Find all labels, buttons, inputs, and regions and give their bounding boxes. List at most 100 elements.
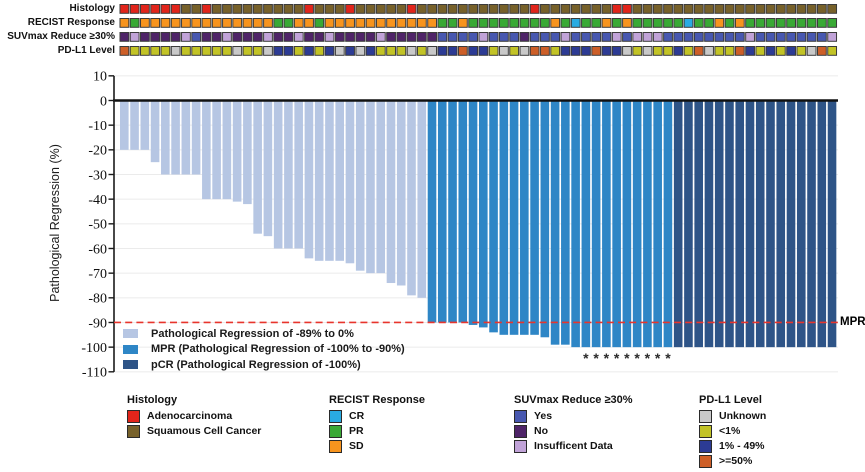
annotation-square — [499, 46, 509, 56]
legend-swatch-regression — [123, 329, 138, 339]
annotation-square — [488, 32, 499, 42]
annotation-square — [365, 46, 376, 56]
y-tick-label: -10 — [88, 119, 107, 134]
annotation-square — [775, 32, 786, 42]
legend-group-title: SUVmax Reduce ≥30% — [514, 394, 633, 406]
annotation-square — [160, 18, 171, 28]
annotation-square — [191, 46, 202, 56]
annotation-square — [519, 32, 530, 42]
annotation-square — [591, 32, 602, 42]
legend-item-label: SD — [349, 440, 364, 452]
annotation-square — [457, 46, 468, 56]
annotation-square — [499, 18, 509, 28]
legend-item: >=50% — [699, 454, 766, 468]
mpr-reference-label: MPR — [840, 315, 865, 328]
bar-patient-2 — [130, 100, 139, 150]
bar-patient-9 — [202, 100, 211, 200]
annotation-square — [232, 18, 243, 28]
bar-patient-61 — [735, 100, 745, 348]
bar-patient-1 — [120, 100, 129, 150]
annotation-square — [181, 18, 191, 28]
bar-patient-64 — [766, 100, 775, 348]
annotation-square — [252, 32, 263, 42]
bar-patient-69 — [817, 100, 827, 348]
annotation-square — [673, 18, 684, 28]
y-tick-label: -90 — [88, 316, 107, 331]
annotation-square — [119, 4, 130, 14]
annotation-square — [191, 32, 202, 42]
annotation-square — [334, 4, 345, 14]
annotation-square — [806, 46, 817, 56]
annotation-square — [591, 46, 602, 56]
annotation-square — [683, 46, 694, 56]
annotation-square — [693, 18, 704, 28]
legend-swatch — [514, 424, 527, 438]
annotation-square — [314, 4, 325, 14]
annotation-square — [304, 46, 314, 56]
annotation-square — [652, 32, 663, 42]
annotation-square — [386, 18, 396, 28]
annotation-square — [786, 4, 797, 14]
annotation-square — [375, 4, 386, 14]
legend-item: Insufficent Data — [514, 439, 633, 453]
bar-patient-45 — [571, 100, 580, 348]
annotation-square — [796, 4, 807, 14]
asterisk-marker: * — [634, 350, 640, 366]
annotation-square — [150, 18, 161, 28]
legend-item-label: PR — [349, 425, 364, 437]
annotation-square — [447, 18, 458, 28]
annotation-square — [570, 4, 581, 14]
annotation-square — [663, 32, 673, 42]
annotation-square — [314, 18, 325, 28]
annotation-square — [745, 46, 755, 56]
annotation-square — [570, 32, 581, 42]
annotation-square — [632, 46, 643, 56]
bar-patient-47 — [591, 100, 601, 348]
annotation-square — [765, 32, 776, 42]
annotation-square — [170, 18, 181, 28]
bar-patient-23 — [345, 100, 355, 264]
annotation-square — [386, 46, 396, 56]
bar-patient-22 — [335, 100, 344, 261]
annotation-square — [140, 18, 150, 28]
annotation-square — [437, 4, 448, 14]
bar-patient-17 — [284, 100, 293, 249]
annotation-square — [642, 4, 653, 14]
bar-patient-11 — [222, 100, 232, 200]
legend-group-2: RECIST Response CR PR SD — [329, 394, 425, 455]
legend-item: SD — [329, 439, 425, 453]
annotation-square — [263, 4, 273, 14]
bar-patient-50 — [622, 100, 632, 348]
annotation-square — [611, 4, 622, 14]
annotation-square — [796, 32, 807, 42]
annotation-square — [704, 32, 714, 42]
bar-patient-57 — [694, 100, 703, 348]
annotation-square — [519, 18, 530, 28]
bar-patient-12 — [232, 100, 242, 202]
annotation-square — [601, 32, 612, 42]
annotation-square — [427, 46, 438, 56]
annotation-square — [365, 4, 376, 14]
annotation-square — [181, 4, 191, 14]
annotation-square — [745, 18, 755, 28]
annotation-square — [488, 46, 499, 56]
bar-patient-55 — [673, 100, 683, 348]
y-tick-label: -50 — [88, 218, 107, 233]
annotation-square — [263, 32, 273, 42]
annotation-square — [191, 4, 202, 14]
bar-patient-66 — [786, 100, 796, 348]
bar-patient-5 — [161, 100, 170, 175]
annotation-square — [437, 46, 448, 56]
legend-swatch — [329, 409, 342, 423]
annotation-square — [314, 46, 325, 56]
annotation-square — [724, 18, 735, 28]
bar-patient-67 — [796, 100, 806, 348]
annotation-square — [642, 18, 653, 28]
annotation-square — [827, 46, 838, 56]
y-tick-label: -100 — [81, 341, 107, 356]
annotation-square — [488, 4, 499, 14]
annotation-square — [806, 18, 817, 28]
annotation-square — [396, 46, 407, 56]
annotation-square — [263, 18, 273, 28]
annotation-square — [816, 46, 827, 56]
